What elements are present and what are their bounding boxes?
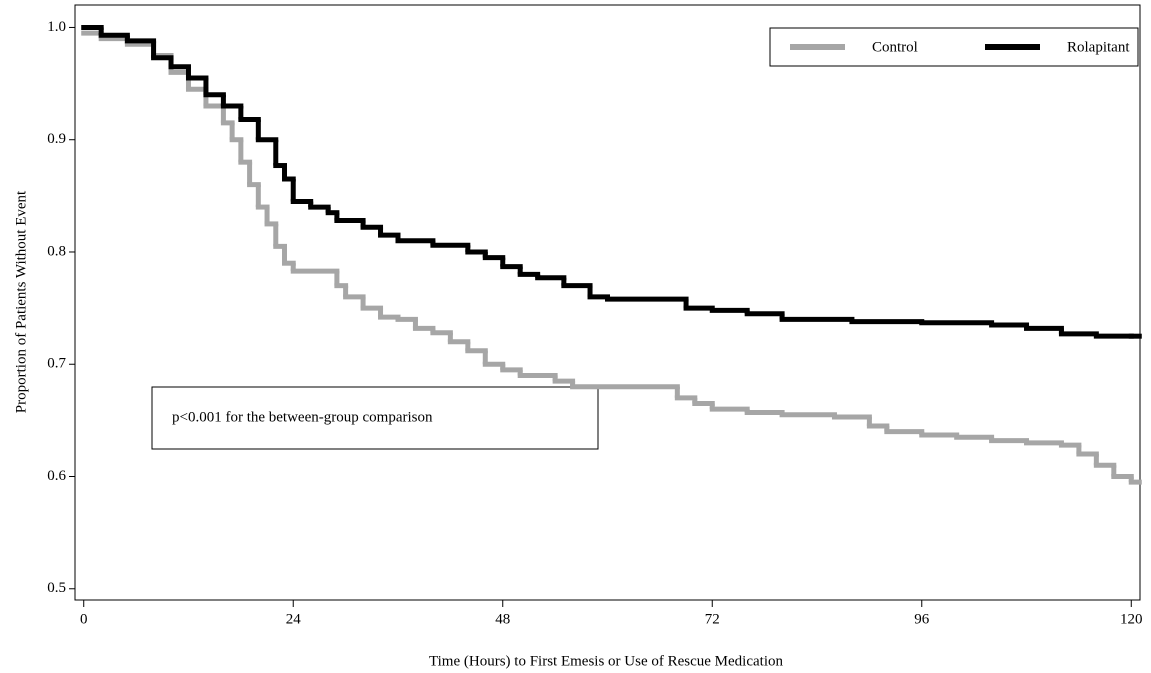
y-tick-label: 0.8: [47, 243, 66, 259]
x-tick-label: 96: [914, 611, 930, 627]
y-axis-label: Proportion of Patients Without Event: [13, 190, 29, 413]
y-tick-label: 0.9: [47, 131, 66, 147]
y-tick-label: 1.0: [47, 19, 66, 35]
x-axis-label: Time (Hours) to First Emesis or Use of R…: [429, 653, 783, 669]
plot-frame: [74, 4, 1141, 601]
x-tick-label: 24: [286, 611, 302, 627]
x-tick-label: 48: [495, 611, 510, 627]
annotation-box: [151, 386, 599, 450]
legend-label: Control: [872, 39, 918, 55]
y-tick-label: 0.6: [47, 468, 66, 484]
x-tick-label: 120: [1120, 611, 1143, 627]
annotation: p<0.001 for the between-group comparison: [172, 409, 433, 425]
y-tick-label: 0.5: [47, 580, 66, 596]
legend-label: Rolapitant: [1067, 39, 1130, 55]
x-tick-label: 0: [80, 611, 88, 627]
y-tick-label: 0.7: [47, 356, 66, 372]
x-tick-label: 72: [705, 611, 720, 627]
